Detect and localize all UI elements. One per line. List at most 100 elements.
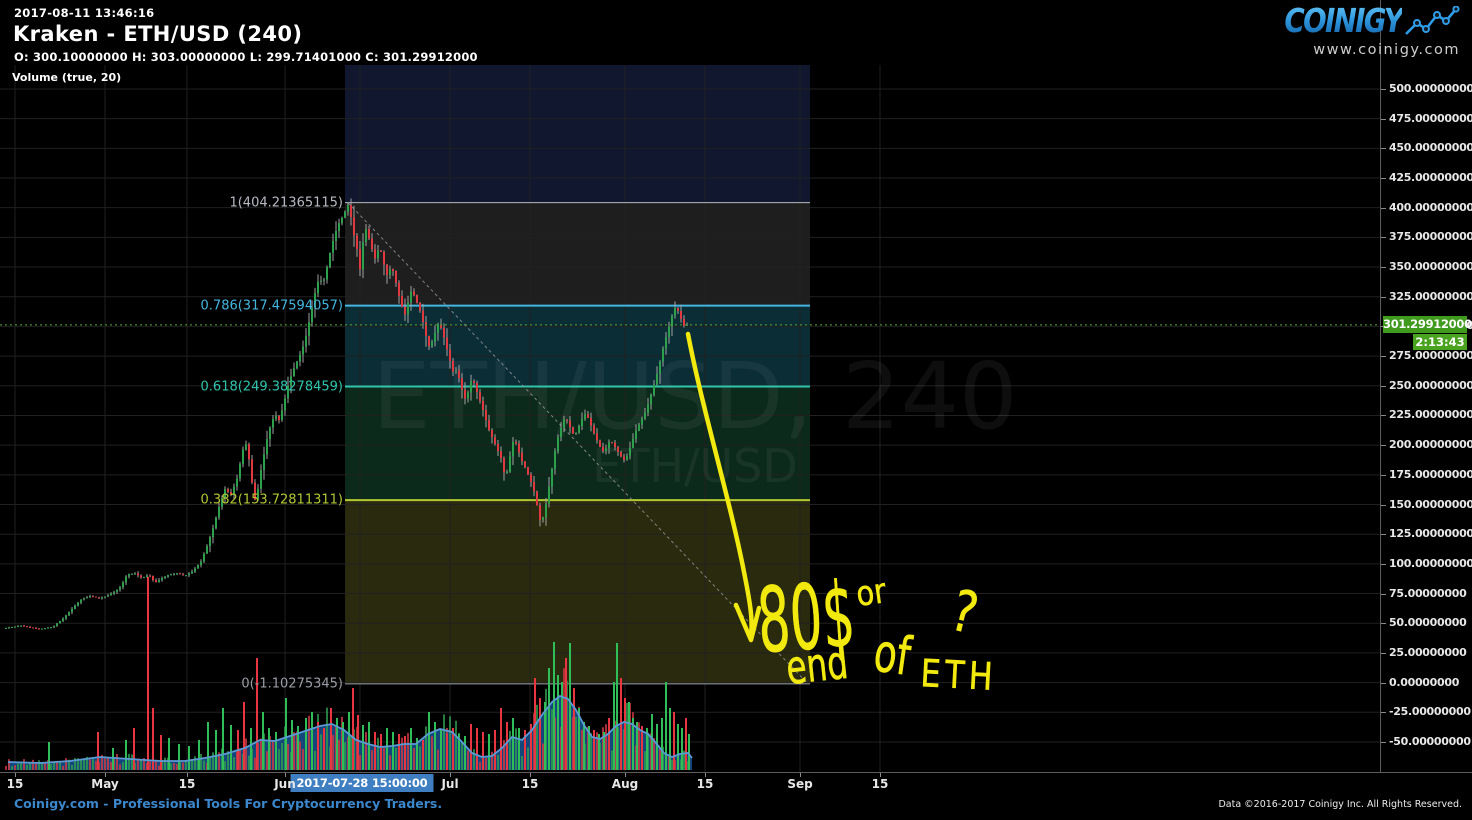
annotation-text: of bbox=[870, 622, 915, 688]
y-axis-tick bbox=[1381, 415, 1386, 417]
candle-countdown-badge: 2:13:43 bbox=[1413, 334, 1467, 350]
y-axis-tick bbox=[1381, 237, 1386, 239]
x-axis-label: Jul bbox=[441, 777, 459, 791]
annotation-text: or bbox=[854, 572, 889, 615]
x-axis-tick bbox=[705, 773, 706, 777]
y-axis-tick bbox=[1381, 385, 1386, 387]
y-axis-tick bbox=[1381, 356, 1386, 358]
svg-text:ETH/USD: ETH/USD bbox=[592, 439, 798, 493]
y-axis-label: 350.00000000 bbox=[1389, 260, 1472, 274]
fib-level-label: 0(-1.10275345) bbox=[241, 676, 343, 692]
line-chart-icon bbox=[1404, 5, 1460, 44]
x-axis-tick bbox=[625, 773, 626, 777]
x-axis-tick bbox=[15, 773, 16, 777]
y-axis-tick bbox=[1381, 148, 1386, 150]
y-axis-label: 450.00000000 bbox=[1389, 141, 1472, 155]
fib-trendline bbox=[347, 202, 809, 685]
y-axis-tick bbox=[1381, 267, 1386, 269]
y-axis-tick bbox=[1381, 652, 1386, 654]
copyright-text: Data ©2016-2017 Coinigy Inc. All Rights … bbox=[1218, 799, 1462, 810]
y-axis-label: 225.00000000 bbox=[1389, 408, 1472, 422]
annotation-text: 80$ bbox=[754, 563, 858, 674]
y-axis-label: 25.00000000 bbox=[1389, 645, 1467, 659]
x-axis-label: Sep bbox=[787, 777, 813, 791]
y-axis-label: 175.00000000 bbox=[1389, 467, 1472, 481]
x-axis-tick bbox=[450, 773, 451, 777]
y-axis-tick bbox=[1381, 593, 1386, 595]
y-axis-label: 200.00000000 bbox=[1389, 438, 1472, 452]
annotation-text: ETH bbox=[919, 652, 998, 699]
y-axis-label: -50.00000000 bbox=[1389, 734, 1471, 748]
y-axis-label: 425.00000000 bbox=[1389, 170, 1472, 184]
x-axis-tick bbox=[880, 773, 881, 777]
fib-level-label: 0.786(317.47594057) bbox=[200, 298, 343, 314]
x-axis-label: Jun bbox=[274, 777, 296, 791]
last-price-badge: 301.29912000 bbox=[1383, 316, 1472, 333]
x-axis-label: 15 bbox=[521, 777, 539, 791]
y-axis-tick bbox=[1381, 445, 1386, 447]
volume-spikes bbox=[48, 577, 690, 770]
chart-title: Kraken - ETH/USD (240) bbox=[13, 22, 303, 46]
y-axis-label: 0.00000000 bbox=[1389, 675, 1460, 689]
time-axis[interactable]: 2017-07-28 15:00:00 15 May 15 Jun Jul 15 Aug 15… bbox=[0, 772, 1380, 794]
y-axis-label: 100.00000000 bbox=[1389, 556, 1472, 570]
y-axis-tick bbox=[1381, 623, 1386, 625]
y-axis-tick bbox=[1381, 712, 1386, 714]
y-axis-tick bbox=[1381, 741, 1386, 743]
annotation-text: end bbox=[784, 636, 851, 695]
x-axis-label: Aug bbox=[611, 777, 639, 791]
date-highlight-badge: 2017-07-28 15:00:00 bbox=[290, 774, 434, 792]
ohlc-readout: O: 300.10000000 H: 303.00000000 L: 299.7… bbox=[14, 50, 478, 64]
coinigy-brand-text: COINIGY bbox=[1284, 1, 1403, 40]
x-axis-label: May bbox=[91, 777, 119, 791]
y-axis-label: 50.00000000 bbox=[1389, 616, 1467, 630]
y-axis-tick bbox=[1381, 118, 1386, 120]
annotation-text: ? bbox=[945, 578, 985, 648]
y-axis-label: 325.00000000 bbox=[1389, 289, 1472, 303]
y-axis-label: 400.00000000 bbox=[1389, 200, 1472, 214]
x-axis-label: 15 bbox=[178, 777, 196, 791]
y-axis-label: 475.00000000 bbox=[1389, 111, 1472, 125]
x-axis-label: 15 bbox=[871, 777, 889, 791]
x-axis-label: 15 bbox=[696, 777, 714, 791]
x-axis-tick bbox=[105, 773, 106, 777]
y-axis-label: 275.00000000 bbox=[1389, 349, 1472, 363]
price-axis[interactable]: 500.00000000 475.00000000 450.00000000 425.… bbox=[1380, 0, 1472, 772]
x-axis-label: 15 bbox=[6, 777, 24, 791]
coinigy-url: www.coinigy.com bbox=[1313, 42, 1460, 58]
y-axis-tick bbox=[1381, 563, 1386, 565]
candle-bodies bbox=[5, 205, 688, 630]
y-axis-tick bbox=[1381, 474, 1386, 476]
coinigy-footer-link[interactable]: Coinigy.com - Professional Tools For Cry… bbox=[14, 796, 443, 811]
x-axis-tick bbox=[285, 773, 286, 777]
y-axis-tick bbox=[1381, 207, 1386, 209]
chart-plot-area[interactable]: ETH/USD, 240 ETH/USD 80$ or? end of ETH 1(404.… bbox=[0, 0, 1380, 772]
y-axis-tick bbox=[1381, 504, 1386, 506]
y-axis-tick bbox=[1381, 296, 1386, 298]
fib-level-label: 0.618(249.38278459) bbox=[200, 379, 343, 394]
y-axis-tick bbox=[1381, 88, 1386, 90]
y-axis-label: 375.00000000 bbox=[1389, 230, 1472, 244]
volume-ma-border bbox=[7, 694, 693, 764]
y-axis-tick bbox=[1381, 177, 1386, 179]
y-axis-label: 150.00000000 bbox=[1389, 497, 1472, 511]
y-axis-label: 125.00000000 bbox=[1389, 527, 1472, 541]
gridlines bbox=[0, 65, 1380, 772]
coinigy-logo[interactable]: COINIGY www.coinigy.com bbox=[1262, 4, 1460, 58]
fib-level-label: 0.382(153.72811311) bbox=[200, 492, 343, 508]
y-axis-label: 75.00000000 bbox=[1389, 586, 1467, 600]
volume-ma-area bbox=[8, 696, 692, 770]
y-axis-tick bbox=[1381, 682, 1386, 684]
x-axis-tick bbox=[800, 773, 801, 777]
y-axis-label: 500.00000000 bbox=[1389, 81, 1472, 95]
y-axis-label: 250.00000000 bbox=[1389, 378, 1472, 392]
axis-corner bbox=[1380, 772, 1472, 794]
y-axis-tick bbox=[1381, 534, 1386, 536]
x-axis-tick bbox=[187, 773, 188, 777]
x-axis-tick bbox=[530, 773, 531, 777]
y-axis-label: -25.00000000 bbox=[1389, 705, 1471, 719]
volume-indicator-label[interactable]: Volume (true, 20) bbox=[12, 71, 122, 84]
chart-timestamp: 2017-08-11 13:46:16 bbox=[14, 6, 155, 20]
hand-drawn-annotation: 80$or ? end of ETH bbox=[685, 331, 998, 700]
